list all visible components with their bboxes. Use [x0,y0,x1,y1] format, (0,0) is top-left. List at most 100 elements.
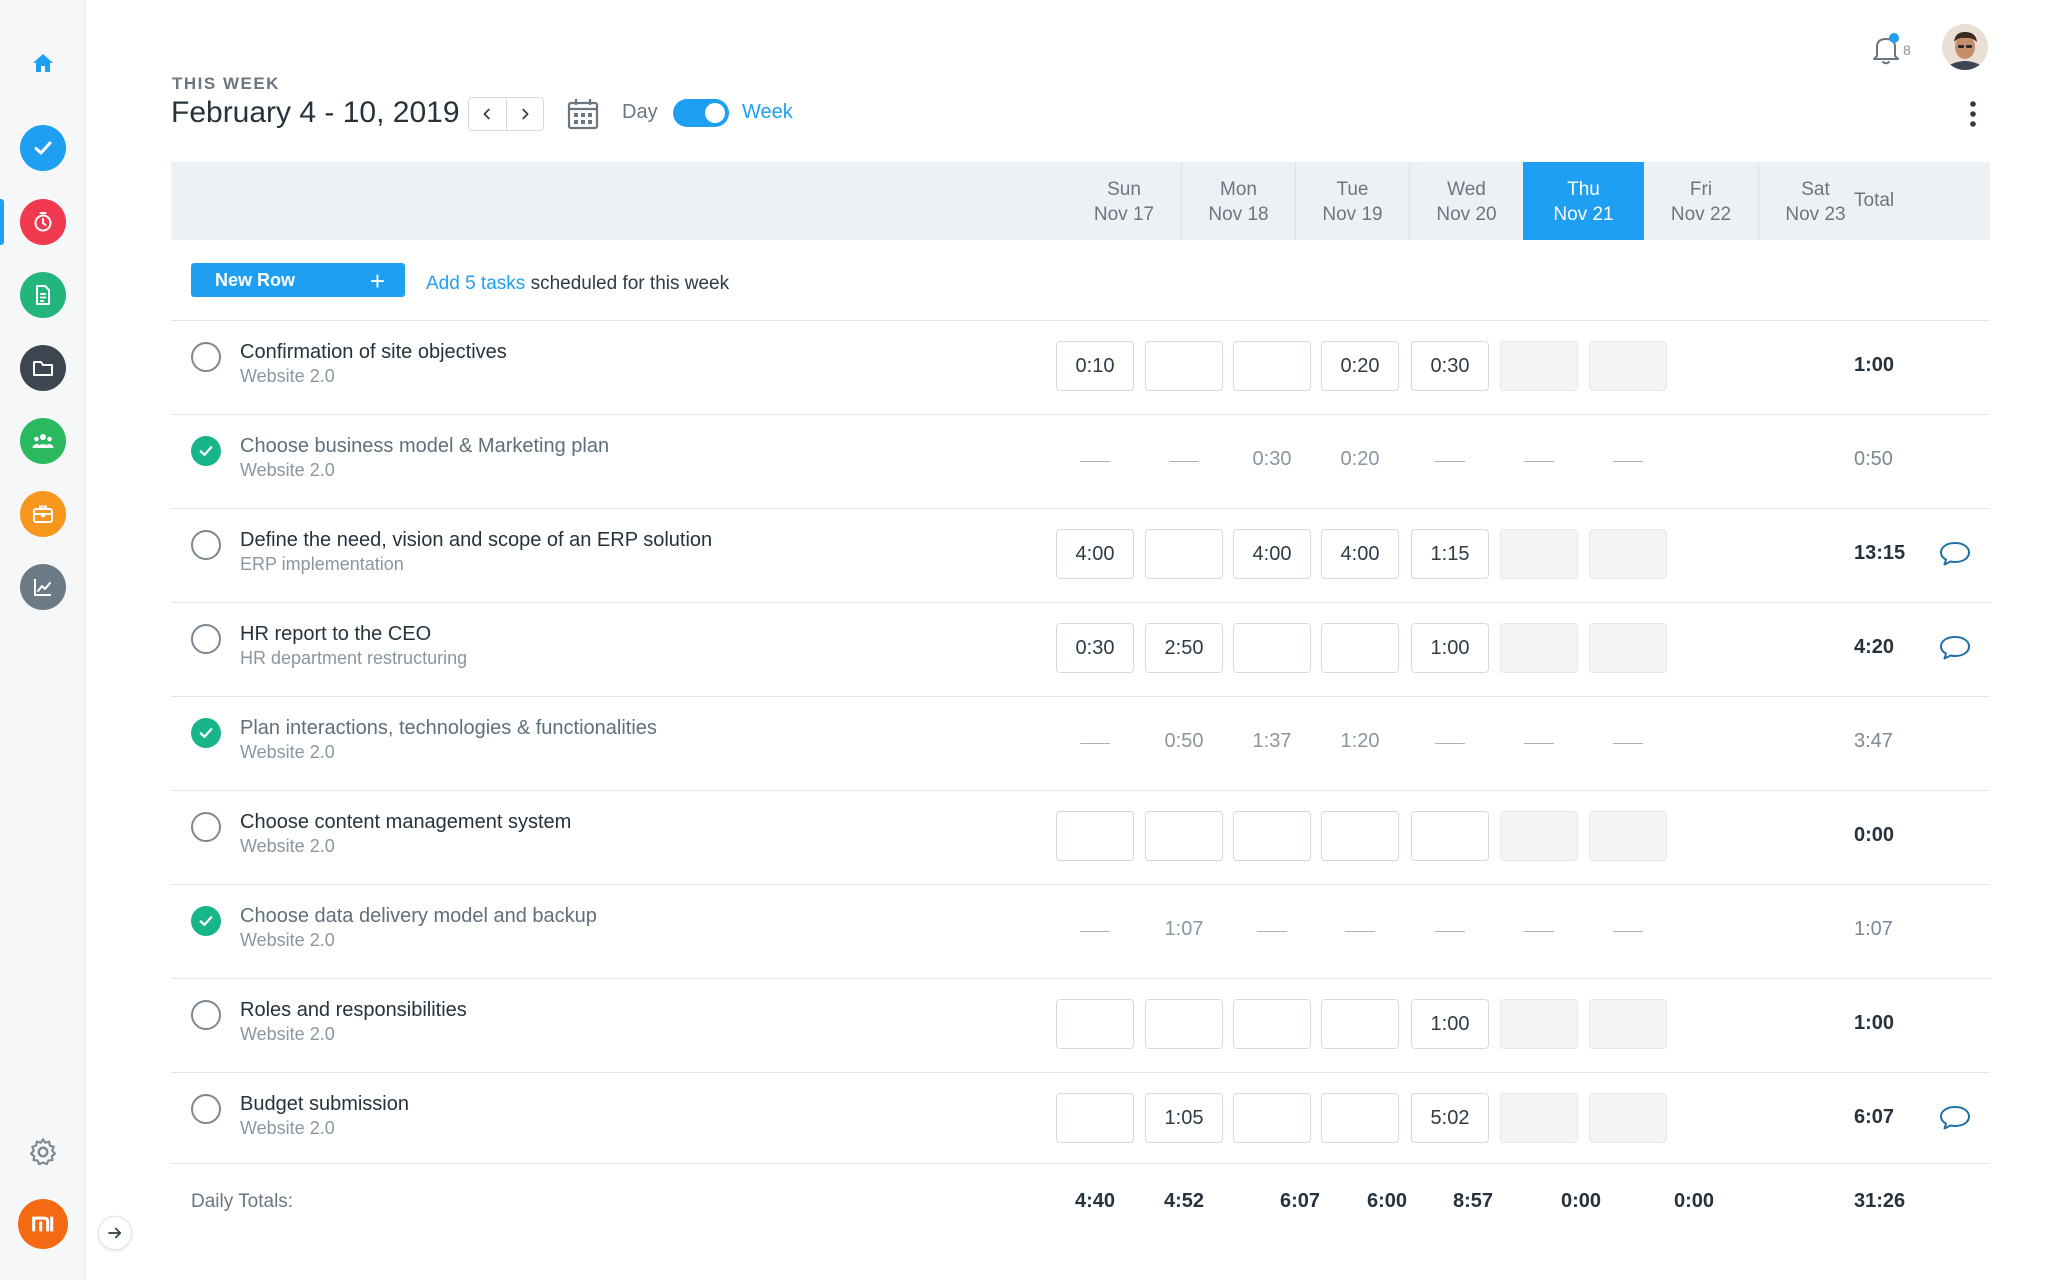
time-input-mon[interactable] [1145,811,1223,861]
task-row[interactable]: Define the need, vision and scope of an … [171,508,1990,602]
col-thu: Thu Nov 21 [1523,162,1644,240]
brand-logo-icon[interactable] [18,1199,68,1249]
time-input-sun[interactable] [1056,1093,1134,1143]
task-name[interactable]: Budget submission [240,1093,409,1115]
comment-bubble-icon[interactable] [1938,539,1972,574]
timer-icon[interactable] [20,199,66,245]
expand-sidebar-button[interactable] [98,1216,132,1250]
time-input-mon[interactable]: 1:05 [1145,1093,1223,1143]
time-input-sun[interactable]: 4:00 [1056,529,1134,579]
time-input-wed[interactable] [1321,1093,1399,1143]
add-tasks-rest: scheduled for this week [530,273,730,294]
tasks-icon[interactable] [20,125,66,171]
week-view-label[interactable]: Week [742,101,793,123]
time-value-tue: 1:37 [1252,730,1292,752]
completed-check-icon[interactable] [191,436,221,466]
row-total: 1:07 [1854,918,1893,940]
incomplete-checkbox[interactable] [191,342,221,372]
plus-icon: + [369,266,385,296]
task-name[interactable]: HR report to the CEO [240,623,432,645]
time-input-tue[interactable] [1233,1093,1311,1143]
task-name[interactable]: Choose business model & Marketing plan [240,435,610,457]
reports-icon[interactable] [20,272,66,318]
user-avatar[interactable] [1942,24,1988,70]
time-input-fri [1500,1093,1578,1143]
incomplete-checkbox[interactable] [191,530,221,560]
portfolio-icon[interactable] [20,491,66,537]
task-name[interactable]: Choose content management system [240,811,572,833]
time-input-tue[interactable] [1233,341,1311,391]
completed-check-icon[interactable] [191,718,221,748]
task-row[interactable]: HR report to the CEO HR department restru… [171,602,1990,696]
time-input-tue[interactable] [1233,811,1311,861]
new-row-button[interactable]: New Row + [191,263,405,297]
task-name[interactable]: Confirmation of site objectives [240,341,507,363]
calendar-icon[interactable] [566,97,600,136]
comment-bubble-icon[interactable] [1938,633,1972,668]
time-input-wed[interactable]: 4:00 [1321,529,1399,579]
time-input-sun[interactable] [1056,811,1134,861]
time-input-sun[interactable]: 0:30 [1056,623,1134,673]
analytics-icon[interactable] [20,564,66,610]
time-input-mon[interactable] [1145,529,1223,579]
prev-week-button[interactable] [469,98,506,130]
home-icon[interactable] [20,40,66,86]
task-name[interactable]: Plan interactions, technologies & functi… [240,717,657,739]
task-project: Website 2.0 [240,930,335,950]
time-input-mon[interactable]: 2:50 [1145,623,1223,673]
view-toggle[interactable] [673,99,729,127]
comment-bubble-icon[interactable] [1938,1103,1972,1138]
incomplete-checkbox[interactable] [191,1000,221,1030]
empty-dash-sat [1613,931,1643,932]
time-input-mon[interactable] [1145,999,1223,1049]
notification-count: 8 [1903,42,1911,58]
time-input-thu[interactable]: 1:00 [1411,623,1489,673]
task-name[interactable]: Roles and responsibilities [240,999,467,1021]
settings-gear-icon[interactable] [20,1129,66,1175]
time-input-wed[interactable] [1321,811,1399,861]
task-row[interactable]: Roles and responsibilities Website 2.0 1:0… [171,978,1990,1072]
task-name[interactable]: Choose data delivery model and backup [240,905,597,927]
time-input-mon[interactable] [1145,341,1223,391]
time-value-mon: 0:50 [1164,730,1204,752]
task-name[interactable]: Define the need, vision and scope of an … [240,529,713,551]
time-input-thu[interactable]: 1:15 [1411,529,1489,579]
task-row[interactable]: Choose business model & Marketing plan We… [171,414,1990,508]
time-input-sat [1589,999,1667,1049]
time-input-fri [1500,999,1578,1049]
completed-check-icon[interactable] [191,906,221,936]
time-input-wed[interactable] [1321,999,1399,1049]
time-input-thu[interactable]: 0:30 [1411,341,1489,391]
incomplete-checkbox[interactable] [191,1094,221,1124]
folder-icon[interactable] [20,345,66,391]
incomplete-checkbox[interactable] [191,812,221,842]
task-row[interactable]: Choose content management system Website … [171,790,1990,884]
day-view-label[interactable]: Day [622,101,658,123]
task-project: Website 2.0 [240,1024,335,1044]
notification-bell-icon[interactable] [1870,32,1902,71]
time-input-sun[interactable]: 0:10 [1056,341,1134,391]
time-input-thu[interactable]: 5:02 [1411,1093,1489,1143]
incomplete-checkbox[interactable] [191,624,221,654]
team-icon[interactable] [20,418,66,464]
time-input-tue[interactable]: 4:00 [1233,529,1311,579]
time-input-thu[interactable] [1411,811,1489,861]
task-row[interactable]: Budget submission Website 2.0 1:05 5:02 6:07 [171,1072,1990,1166]
task-row[interactable]: Plan interactions, technologies & functi… [171,696,1990,790]
time-input-tue[interactable] [1233,623,1311,673]
time-input-thu[interactable]: 1:00 [1411,999,1489,1049]
time-input-wed[interactable]: 0:20 [1321,341,1399,391]
section-eyebrow: THIS WEEK [172,74,280,93]
next-week-button[interactable] [505,98,544,130]
daily-total-fri: 0:00 [1560,1190,1602,1212]
task-project: Website 2.0 [240,742,335,762]
time-input-fri [1500,529,1578,579]
task-row[interactable]: Confirmation of site objectives Website 2… [171,320,1990,414]
time-input-tue[interactable] [1233,999,1311,1049]
task-row[interactable]: Choose data delivery model and backup Web… [171,884,1990,978]
week-navigation [468,97,544,131]
add-tasks-link[interactable]: Add 5 tasks [426,273,526,294]
more-options-icon[interactable] [1968,99,1978,129]
time-input-wed[interactable] [1321,623,1399,673]
time-input-sun[interactable] [1056,999,1134,1049]
